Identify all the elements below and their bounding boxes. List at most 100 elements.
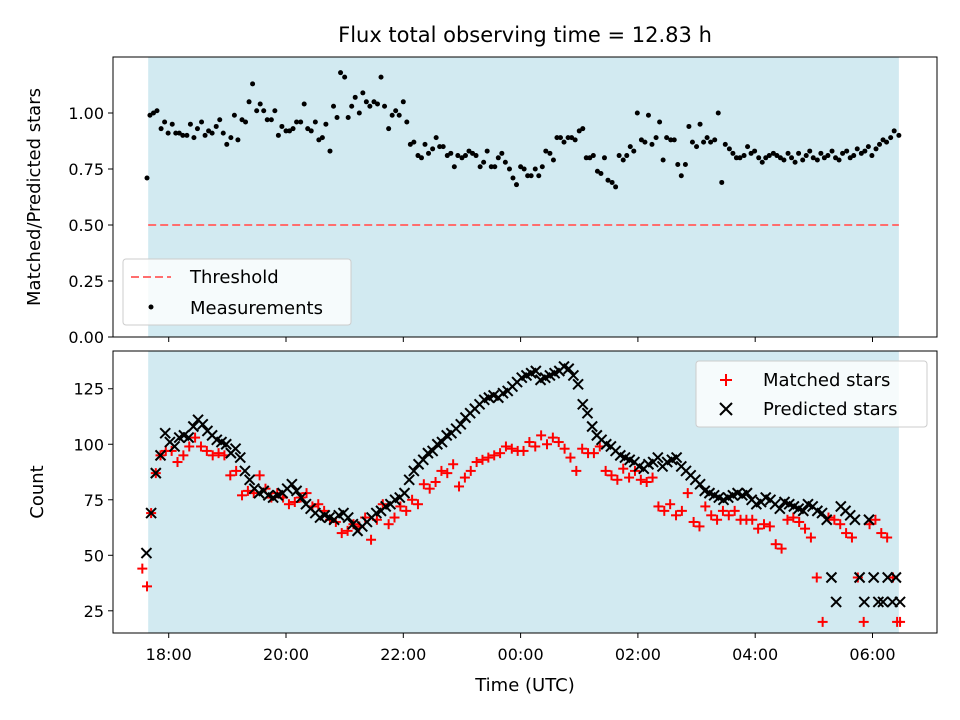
predicted-star-point — [197, 418, 209, 430]
measurement-point — [781, 157, 787, 163]
matched-star-point — [448, 459, 459, 470]
matched-star-point — [588, 448, 599, 459]
matched-star-point — [142, 581, 153, 592]
measurement-point — [396, 112, 402, 118]
predicted-star-point — [145, 507, 157, 519]
predicted-star-point — [187, 420, 200, 433]
top-y-axis-label: Matched/Predicted stars — [24, 88, 45, 306]
matched-star-point — [817, 616, 828, 627]
matched-star-point — [178, 450, 189, 461]
matched-star-point — [758, 519, 769, 530]
matched-star-point — [524, 437, 535, 448]
matched-star-point — [688, 516, 699, 527]
measurement-point — [513, 182, 519, 188]
measurement-point — [411, 139, 417, 145]
matched-star-point — [895, 616, 906, 627]
measurement-point — [532, 166, 538, 172]
measurement-point — [785, 150, 791, 156]
measurement-point — [561, 139, 567, 145]
predicted-star-point — [872, 596, 885, 608]
matched-star-point — [782, 514, 793, 525]
measurement-point — [261, 108, 267, 114]
top-x-ticks — [168, 337, 873, 342]
y-tick-label: 0.75 — [68, 160, 104, 179]
x-tick-label: 20:00 — [263, 645, 309, 664]
predicted-star-point — [894, 596, 906, 608]
matched-star-point — [430, 477, 441, 488]
predicted-star-point — [863, 514, 875, 526]
predicted-star-point — [455, 418, 467, 430]
predicted-star-point — [853, 571, 866, 584]
bottom-legend: Matched stars Predicted stars — [695, 360, 928, 428]
matched-star-point — [366, 534, 377, 545]
matched-star-point — [805, 532, 816, 543]
matched-star-point — [846, 532, 857, 543]
measurement-point — [455, 153, 461, 159]
measurement-point — [502, 159, 508, 165]
matched-star-point — [717, 505, 728, 516]
measurement-point — [264, 117, 270, 123]
measurement-point — [393, 108, 399, 114]
measurement-point — [426, 150, 432, 156]
measurement-point — [154, 108, 160, 114]
measurement-point — [766, 153, 772, 159]
x-axis: 18:00 20:00 22:00 00:00 02:00 04:00 06:00 — [146, 633, 896, 664]
measurement-point — [224, 141, 230, 147]
measurement-point — [360, 90, 366, 96]
matched-star-point — [811, 572, 822, 583]
matched-star-point — [753, 523, 764, 534]
measurement-point — [308, 128, 314, 134]
measurement-point — [525, 173, 531, 179]
measurement-point — [668, 137, 674, 143]
measurement-point — [352, 94, 358, 100]
matched-star-point — [489, 450, 500, 461]
measurement-point — [719, 179, 725, 185]
x-tick-label: 02:00 — [615, 645, 661, 664]
measurement-point — [375, 101, 381, 107]
measurement-point — [275, 132, 281, 138]
predicted-star-point — [150, 467, 162, 479]
predicted-star-point — [239, 465, 251, 477]
top-y-axis: 0.00 0.25 0.50 0.75 1.00 — [68, 104, 113, 347]
predicted-star-point — [586, 420, 598, 433]
y-tick-label: 1.00 — [68, 104, 104, 123]
measurement-point — [712, 137, 718, 143]
predicted-star-point — [398, 487, 411, 499]
predicted-star-point — [229, 442, 242, 455]
measurement-point — [609, 179, 615, 185]
matched-star-point — [465, 465, 476, 476]
measurement-point — [829, 148, 835, 154]
measurement-point — [213, 123, 219, 129]
measurement-point — [657, 119, 663, 125]
matched-star-point — [676, 505, 687, 516]
measurement-point — [722, 141, 728, 147]
measurement-point — [675, 162, 681, 168]
measurement-point — [217, 117, 223, 123]
measurement-point — [557, 135, 563, 141]
chart-title: Flux total observing time = 12.83 h — [338, 23, 712, 47]
measurements-legend-swatch — [148, 304, 154, 310]
matched-star-point — [852, 572, 863, 583]
measurement-point — [194, 126, 200, 132]
matched-star-point — [342, 525, 353, 536]
predicted-star-point — [286, 478, 298, 490]
predicted-star-point — [890, 571, 902, 584]
matched-star-point — [706, 510, 717, 521]
measurement-point — [191, 135, 197, 141]
predicted-star-point — [530, 365, 542, 377]
measurement-point — [199, 119, 205, 125]
y-tick-label: 75 — [84, 491, 104, 510]
measurement-point — [162, 119, 168, 125]
measurement-point — [437, 144, 443, 150]
y-tick-label: 100 — [73, 435, 104, 454]
measurement-point — [257, 101, 263, 107]
measurement-point — [598, 170, 604, 176]
measurement-point — [671, 137, 677, 143]
measurement-point — [331, 103, 337, 109]
measurement-point — [254, 108, 260, 114]
measurement-point — [653, 135, 659, 141]
y-tick-label: 0.00 — [68, 328, 104, 347]
measurement-point — [433, 135, 439, 141]
x-axis-label: Time (UTC) — [474, 675, 575, 696]
measurement-point — [543, 148, 549, 154]
